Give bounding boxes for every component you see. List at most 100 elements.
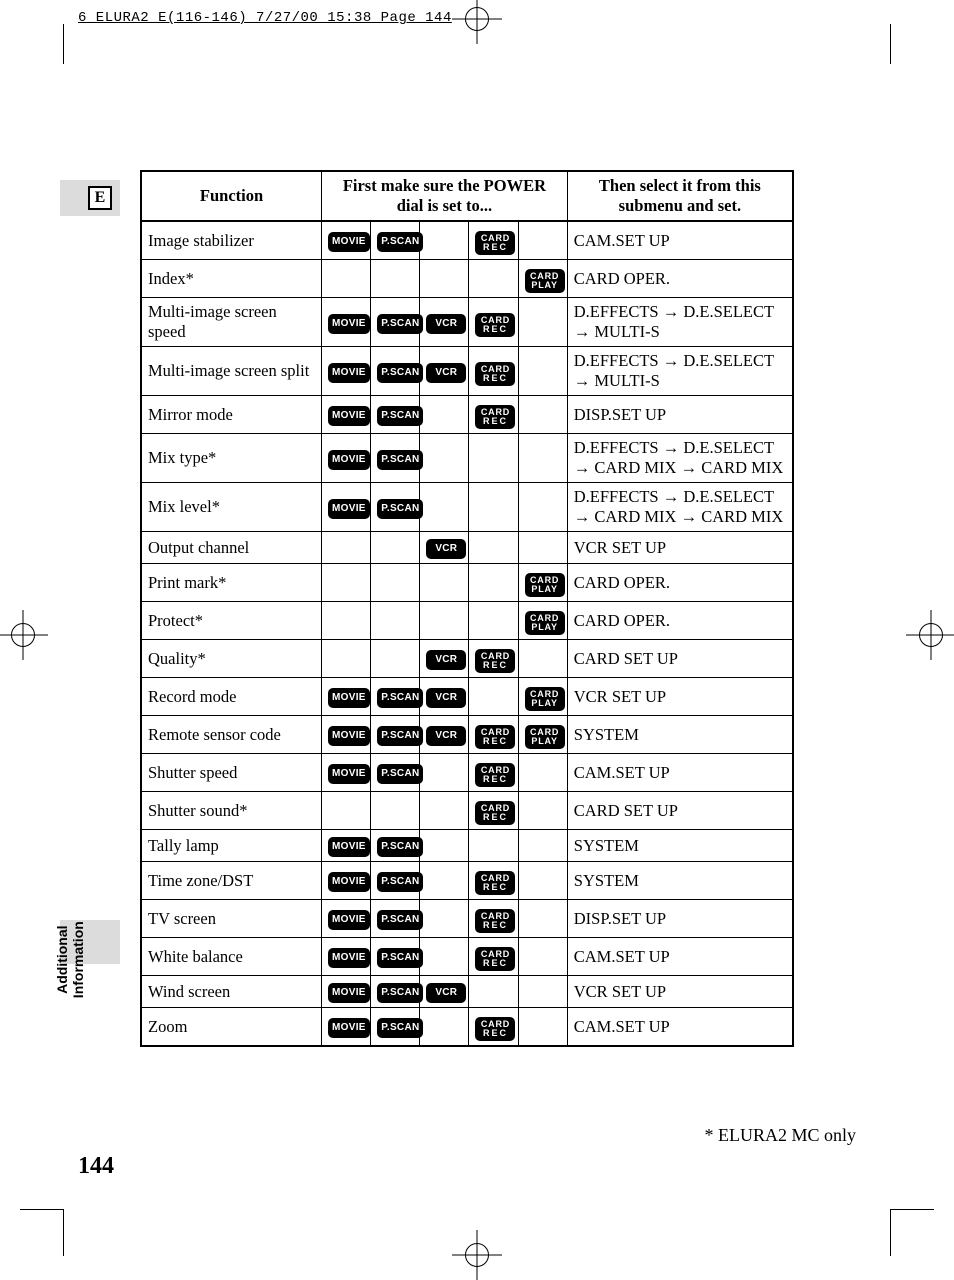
table-row: Wind screenMOVIEP.SCANVCRVCR SET UP (141, 976, 793, 1008)
function-name: Multi-image screen split (141, 347, 322, 396)
dial-mode-cell: MOVIE (322, 900, 371, 938)
card-rec-chip-icon: CARDREC (475, 725, 515, 749)
card-rec-chip-icon: CARDREC (475, 909, 515, 933)
dial-mode-cell (518, 754, 567, 792)
crop-mark (890, 24, 891, 64)
header-function: Function (141, 171, 322, 221)
movie-chip-icon: MOVIE (328, 363, 370, 383)
submenu-path: CAM.SET UP (567, 1008, 793, 1047)
dial-mode-cell (518, 938, 567, 976)
dial-mode-cell (469, 678, 518, 716)
function-name: Mix type* (141, 434, 322, 483)
submenu-path: D.EFFECTS → D.E.SELECT → MULTI-S (567, 347, 793, 396)
card-rec-chip-icon: CARDREC (475, 405, 515, 429)
movie-chip-icon: MOVIE (328, 499, 370, 519)
submenu-path: SYSTEM (567, 862, 793, 900)
dial-mode-cell: P.SCAN (371, 1008, 420, 1047)
dial-mode-cell (420, 221, 469, 260)
language-tab: E (60, 180, 120, 216)
vcr-chip-icon: VCR (426, 726, 466, 746)
dial-mode-cell: P.SCAN (371, 862, 420, 900)
table-row: TV screenMOVIEP.SCANCARDRECDISP.SET UP (141, 900, 793, 938)
function-name: Image stabilizer (141, 221, 322, 260)
dial-mode-cell: MOVIE (322, 483, 371, 532)
dial-mode-cell: P.SCAN (371, 678, 420, 716)
dial-mode-cell (420, 564, 469, 602)
dial-mode-cell (371, 602, 420, 640)
function-name: Multi-image screen speed (141, 298, 322, 347)
table-row: ZoomMOVIEP.SCANCARDRECCAM.SET UP (141, 1008, 793, 1047)
dial-mode-cell: P.SCAN (371, 221, 420, 260)
dial-mode-cell: MOVIE (322, 938, 371, 976)
dial-mode-cell: MOVIE (322, 830, 371, 862)
dial-mode-cell (469, 602, 518, 640)
movie-chip-icon: MOVIE (328, 406, 370, 426)
pscan-chip-icon: P.SCAN (377, 1018, 423, 1038)
submenu-path: VCR SET UP (567, 678, 793, 716)
dial-mode-cell (322, 640, 371, 678)
dial-mode-cell: MOVIE (322, 434, 371, 483)
table-row: Print mark*CARDPLAYCARD OPER. (141, 564, 793, 602)
registration-mark-icon (0, 610, 48, 660)
dial-mode-cell: MOVIE (322, 678, 371, 716)
dial-mode-cell: CARDREC (469, 298, 518, 347)
table-row: Mix level*MOVIEP.SCAND.EFFECTS → D.E.SEL… (141, 483, 793, 532)
submenu-path: D.EFFECTS → D.E.SELECT → MULTI-S (567, 298, 793, 347)
dial-mode-cell (420, 938, 469, 976)
pscan-chip-icon: P.SCAN (377, 948, 423, 968)
movie-chip-icon: MOVIE (328, 232, 370, 252)
submenu-path: CAM.SET UP (567, 754, 793, 792)
dial-mode-cell: MOVIE (322, 716, 371, 754)
dial-mode-cell (518, 532, 567, 564)
dial-mode-cell (420, 862, 469, 900)
footnote: * ELURA2 MC only (704, 1125, 856, 1146)
crop-mark (890, 1210, 891, 1256)
function-name: Shutter speed (141, 754, 322, 792)
dial-mode-cell: P.SCAN (371, 830, 420, 862)
dial-mode-cell (420, 754, 469, 792)
dial-mode-cell: MOVIE (322, 347, 371, 396)
dial-mode-cell: VCR (420, 347, 469, 396)
dial-mode-cell (518, 434, 567, 483)
dial-mode-cell: CARDREC (469, 221, 518, 260)
dial-mode-cell: MOVIE (322, 976, 371, 1008)
dial-mode-cell: MOVIE (322, 396, 371, 434)
card-rec-chip-icon: CARDREC (475, 362, 515, 386)
dial-mode-cell: CARDREC (469, 1008, 518, 1047)
submenu-path: D.EFFECTS → D.E.SELECT → CARD MIX → CARD… (567, 483, 793, 532)
card-rec-chip-icon: CARDREC (475, 649, 515, 673)
dial-mode-cell: MOVIE (322, 221, 371, 260)
dial-mode-cell: P.SCAN (371, 900, 420, 938)
dial-mode-cell (322, 602, 371, 640)
vcr-chip-icon: VCR (426, 688, 466, 708)
dial-mode-cell (518, 792, 567, 830)
table-row: Shutter speedMOVIEP.SCANCARDRECCAM.SET U… (141, 754, 793, 792)
dial-mode-cell (469, 976, 518, 1008)
dial-mode-cell (469, 260, 518, 298)
dial-mode-cell (518, 640, 567, 678)
function-name: Quality* (141, 640, 322, 678)
submenu-path: CARD OPER. (567, 602, 793, 640)
card-play-chip-icon: CARDPLAY (525, 573, 565, 597)
pscan-chip-icon: P.SCAN (377, 688, 423, 708)
table-row: Remote sensor codeMOVIEP.SCANVCRCARDRECC… (141, 716, 793, 754)
table-row: White balanceMOVIEP.SCANCARDRECCAM.SET U… (141, 938, 793, 976)
dial-mode-cell: P.SCAN (371, 716, 420, 754)
pscan-chip-icon: P.SCAN (377, 726, 423, 746)
header-submenu: Then select it from this submenu and set… (567, 171, 793, 221)
dial-mode-cell (518, 862, 567, 900)
function-name: Remote sensor code (141, 716, 322, 754)
card-play-chip-icon: CARDPLAY (525, 687, 565, 711)
dial-mode-cell (518, 830, 567, 862)
vcr-chip-icon: VCR (426, 539, 466, 559)
submenu-path: CAM.SET UP (567, 221, 793, 260)
function-name: Index* (141, 260, 322, 298)
movie-chip-icon: MOVIE (328, 1018, 370, 1038)
dial-mode-cell (420, 396, 469, 434)
dial-mode-cell (322, 260, 371, 298)
table-row: Tally lampMOVIEP.SCANSYSTEM (141, 830, 793, 862)
submenu-path: VCR SET UP (567, 976, 793, 1008)
crop-mark (63, 24, 64, 64)
dial-mode-cell: CARDPLAY (518, 602, 567, 640)
header-power-dial: First make sure the POWER dial is set to… (322, 171, 568, 221)
